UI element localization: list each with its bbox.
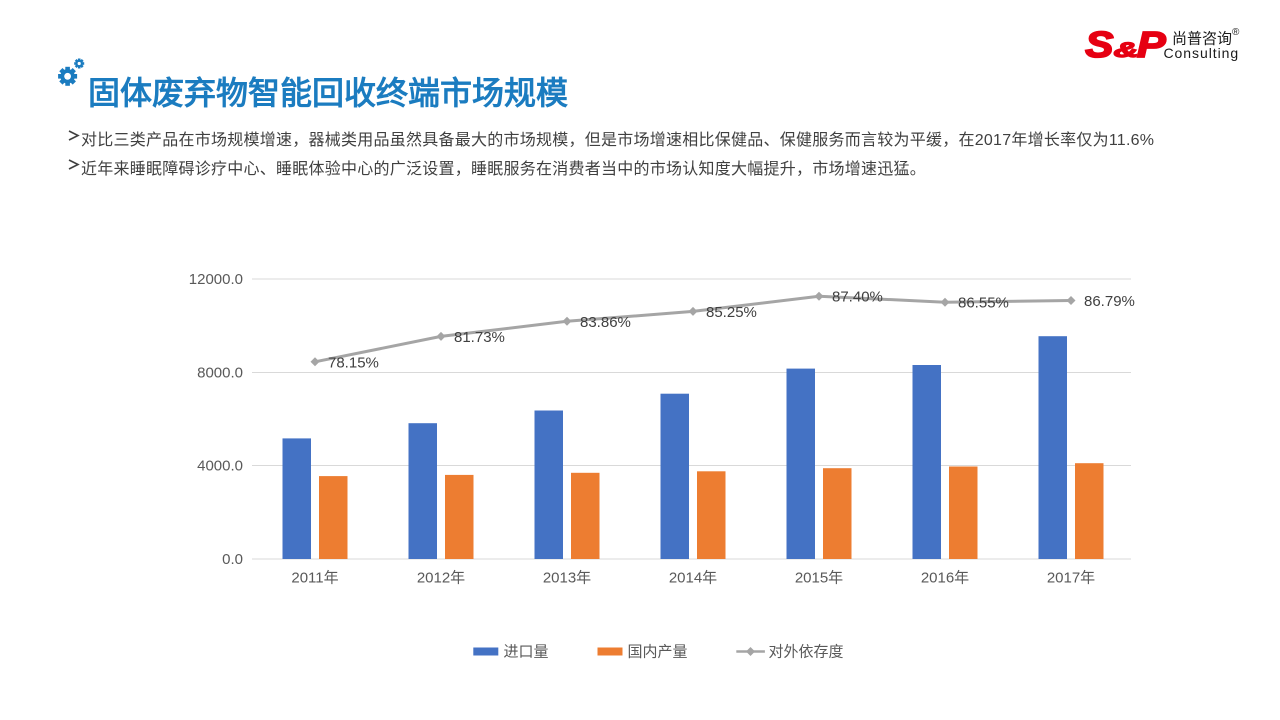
svg-text:2013年: 2013年 xyxy=(543,570,591,587)
svg-text:83.86%: 83.86% xyxy=(580,314,631,331)
svg-text:&: & xyxy=(1114,38,1139,62)
svg-text:12000.0: 12000.0 xyxy=(189,271,243,288)
svg-text:4000.0: 4000.0 xyxy=(197,458,243,475)
svg-text:86.55%: 86.55% xyxy=(958,295,1009,312)
svg-text:0.0: 0.0 xyxy=(222,551,243,568)
svg-text:2017年: 2017年 xyxy=(1047,570,1095,587)
svg-text:85.25%: 85.25% xyxy=(706,304,757,321)
svg-text:进口量: 进口量 xyxy=(504,644,549,661)
svg-text:8000.0: 8000.0 xyxy=(197,364,243,381)
svg-text:对外依存度: 对外依存度 xyxy=(769,644,844,661)
svg-text:81.73%: 81.73% xyxy=(454,329,505,346)
svg-text:2014年: 2014年 xyxy=(669,570,717,587)
svg-text:P: P xyxy=(1137,25,1166,65)
svg-text:86.79%: 86.79% xyxy=(1084,293,1135,310)
svg-text:2011年: 2011年 xyxy=(291,570,338,587)
svg-text:2012年: 2012年 xyxy=(417,570,465,587)
svg-text:国内产量: 国内产量 xyxy=(628,644,688,661)
svg-text:78.15%: 78.15% xyxy=(328,354,379,371)
svg-text:87.40%: 87.40% xyxy=(832,289,883,306)
svg-text:2015年: 2015年 xyxy=(795,570,843,587)
svg-text:2016年: 2016年 xyxy=(921,570,969,587)
svg-text:S: S xyxy=(1085,26,1113,65)
